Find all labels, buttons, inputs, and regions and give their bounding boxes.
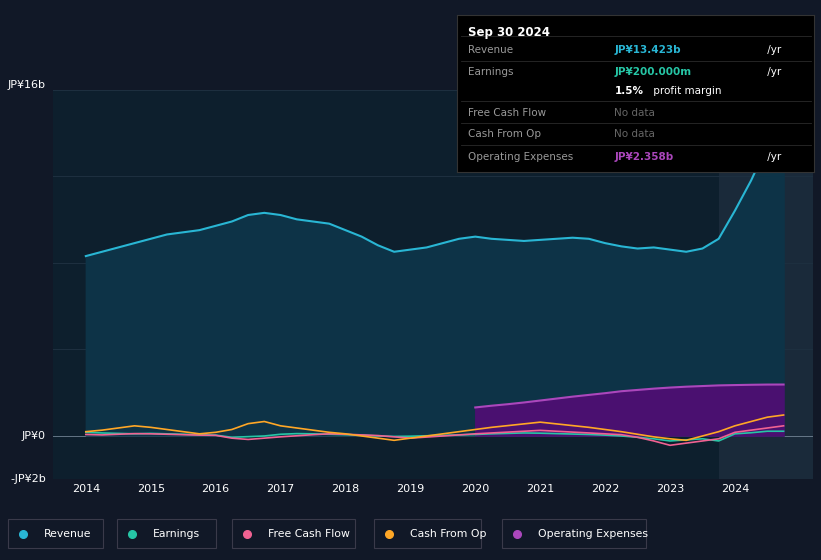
Text: Cash From Op: Cash From Op — [410, 529, 486, 539]
Text: Earnings: Earnings — [468, 67, 513, 77]
Text: JP¥16b: JP¥16b — [7, 80, 46, 90]
Text: JP¥13.423b: JP¥13.423b — [614, 45, 681, 55]
Text: JP¥2.358b: JP¥2.358b — [614, 152, 674, 162]
Text: Cash From Op: Cash From Op — [468, 129, 541, 139]
Text: 1.5%: 1.5% — [614, 86, 644, 96]
Text: /yr: /yr — [764, 45, 782, 55]
Text: Operating Expenses: Operating Expenses — [468, 152, 573, 162]
Text: Sep 30 2024: Sep 30 2024 — [468, 26, 550, 39]
Text: Revenue: Revenue — [44, 529, 91, 539]
Text: JP¥0: JP¥0 — [22, 431, 46, 441]
Text: /yr: /yr — [764, 152, 782, 162]
Text: JP¥200.000m: JP¥200.000m — [614, 67, 691, 77]
Text: No data: No data — [614, 129, 655, 139]
Text: -JP¥2b: -JP¥2b — [10, 474, 46, 484]
Bar — [718, 90, 813, 479]
Text: Revenue: Revenue — [468, 45, 513, 55]
Text: Operating Expenses: Operating Expenses — [538, 529, 648, 539]
Text: Free Cash Flow: Free Cash Flow — [268, 529, 350, 539]
Text: profit margin: profit margin — [650, 86, 722, 96]
Text: Free Cash Flow: Free Cash Flow — [468, 108, 546, 118]
Text: No data: No data — [614, 108, 655, 118]
Text: /yr: /yr — [764, 67, 782, 77]
Text: Earnings: Earnings — [153, 529, 200, 539]
